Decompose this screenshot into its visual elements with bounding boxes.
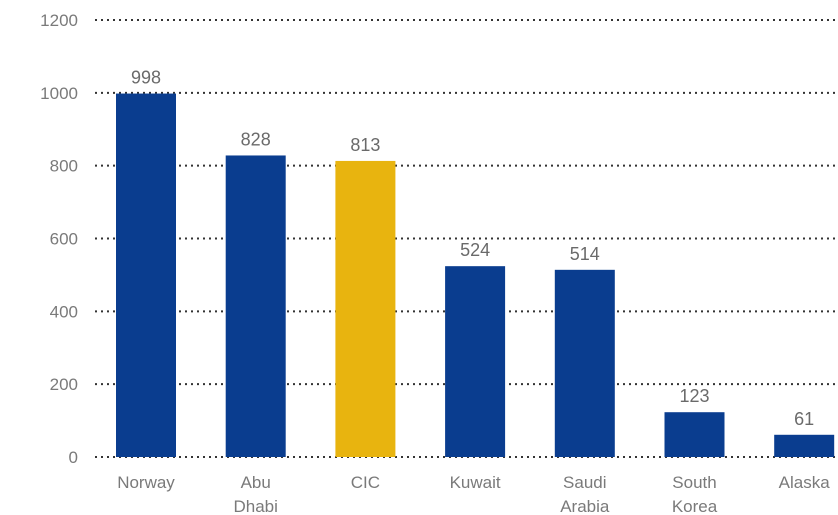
data-label: 524: [460, 240, 490, 260]
x-tick-label: Norway: [117, 473, 175, 492]
bar: [445, 266, 506, 457]
bar: [774, 434, 835, 457]
x-tick-label: South: [672, 473, 716, 492]
data-label: 514: [570, 244, 600, 264]
x-tick-label: Arabia: [560, 497, 610, 515]
x-tick-label: Dhabi: [233, 497, 277, 515]
y-tick-label: 200: [50, 375, 78, 394]
x-tick-label: Saudi: [563, 473, 606, 492]
data-label: 828: [241, 129, 271, 149]
x-axis-labels: Norway Abu Dhabi CIC Kuwait Saudi Arabia South K…: [117, 473, 830, 515]
bars: [116, 93, 835, 457]
data-label: 61: [794, 409, 814, 429]
y-tick-label: 400: [50, 302, 78, 321]
bar: [554, 269, 615, 457]
y-tick-label: 1000: [40, 84, 78, 103]
y-tick-label: 800: [50, 157, 78, 176]
x-tick-label: Kuwait: [450, 473, 501, 492]
y-tick-label: 600: [50, 230, 78, 249]
bar: [116, 93, 176, 457]
y-tick-label: 1200: [40, 11, 78, 30]
data-label: 123: [679, 386, 709, 406]
x-tick-label: Abu: [241, 473, 271, 492]
x-tick-label: Alaska: [779, 473, 831, 492]
bar: [664, 412, 725, 457]
data-label: 998: [131, 68, 161, 88]
x-tick-label: Korea: [672, 497, 718, 515]
y-axis-ticks: 0 200 400 600 800 1000 1200: [40, 11, 78, 467]
data-labels: 998 828 813 524 514 123 61: [131, 68, 814, 429]
bar: [225, 155, 286, 457]
data-label: 813: [350, 135, 380, 155]
y-tick-label: 0: [69, 448, 78, 467]
x-tick-label: CIC: [351, 473, 380, 492]
bar: [335, 160, 396, 457]
